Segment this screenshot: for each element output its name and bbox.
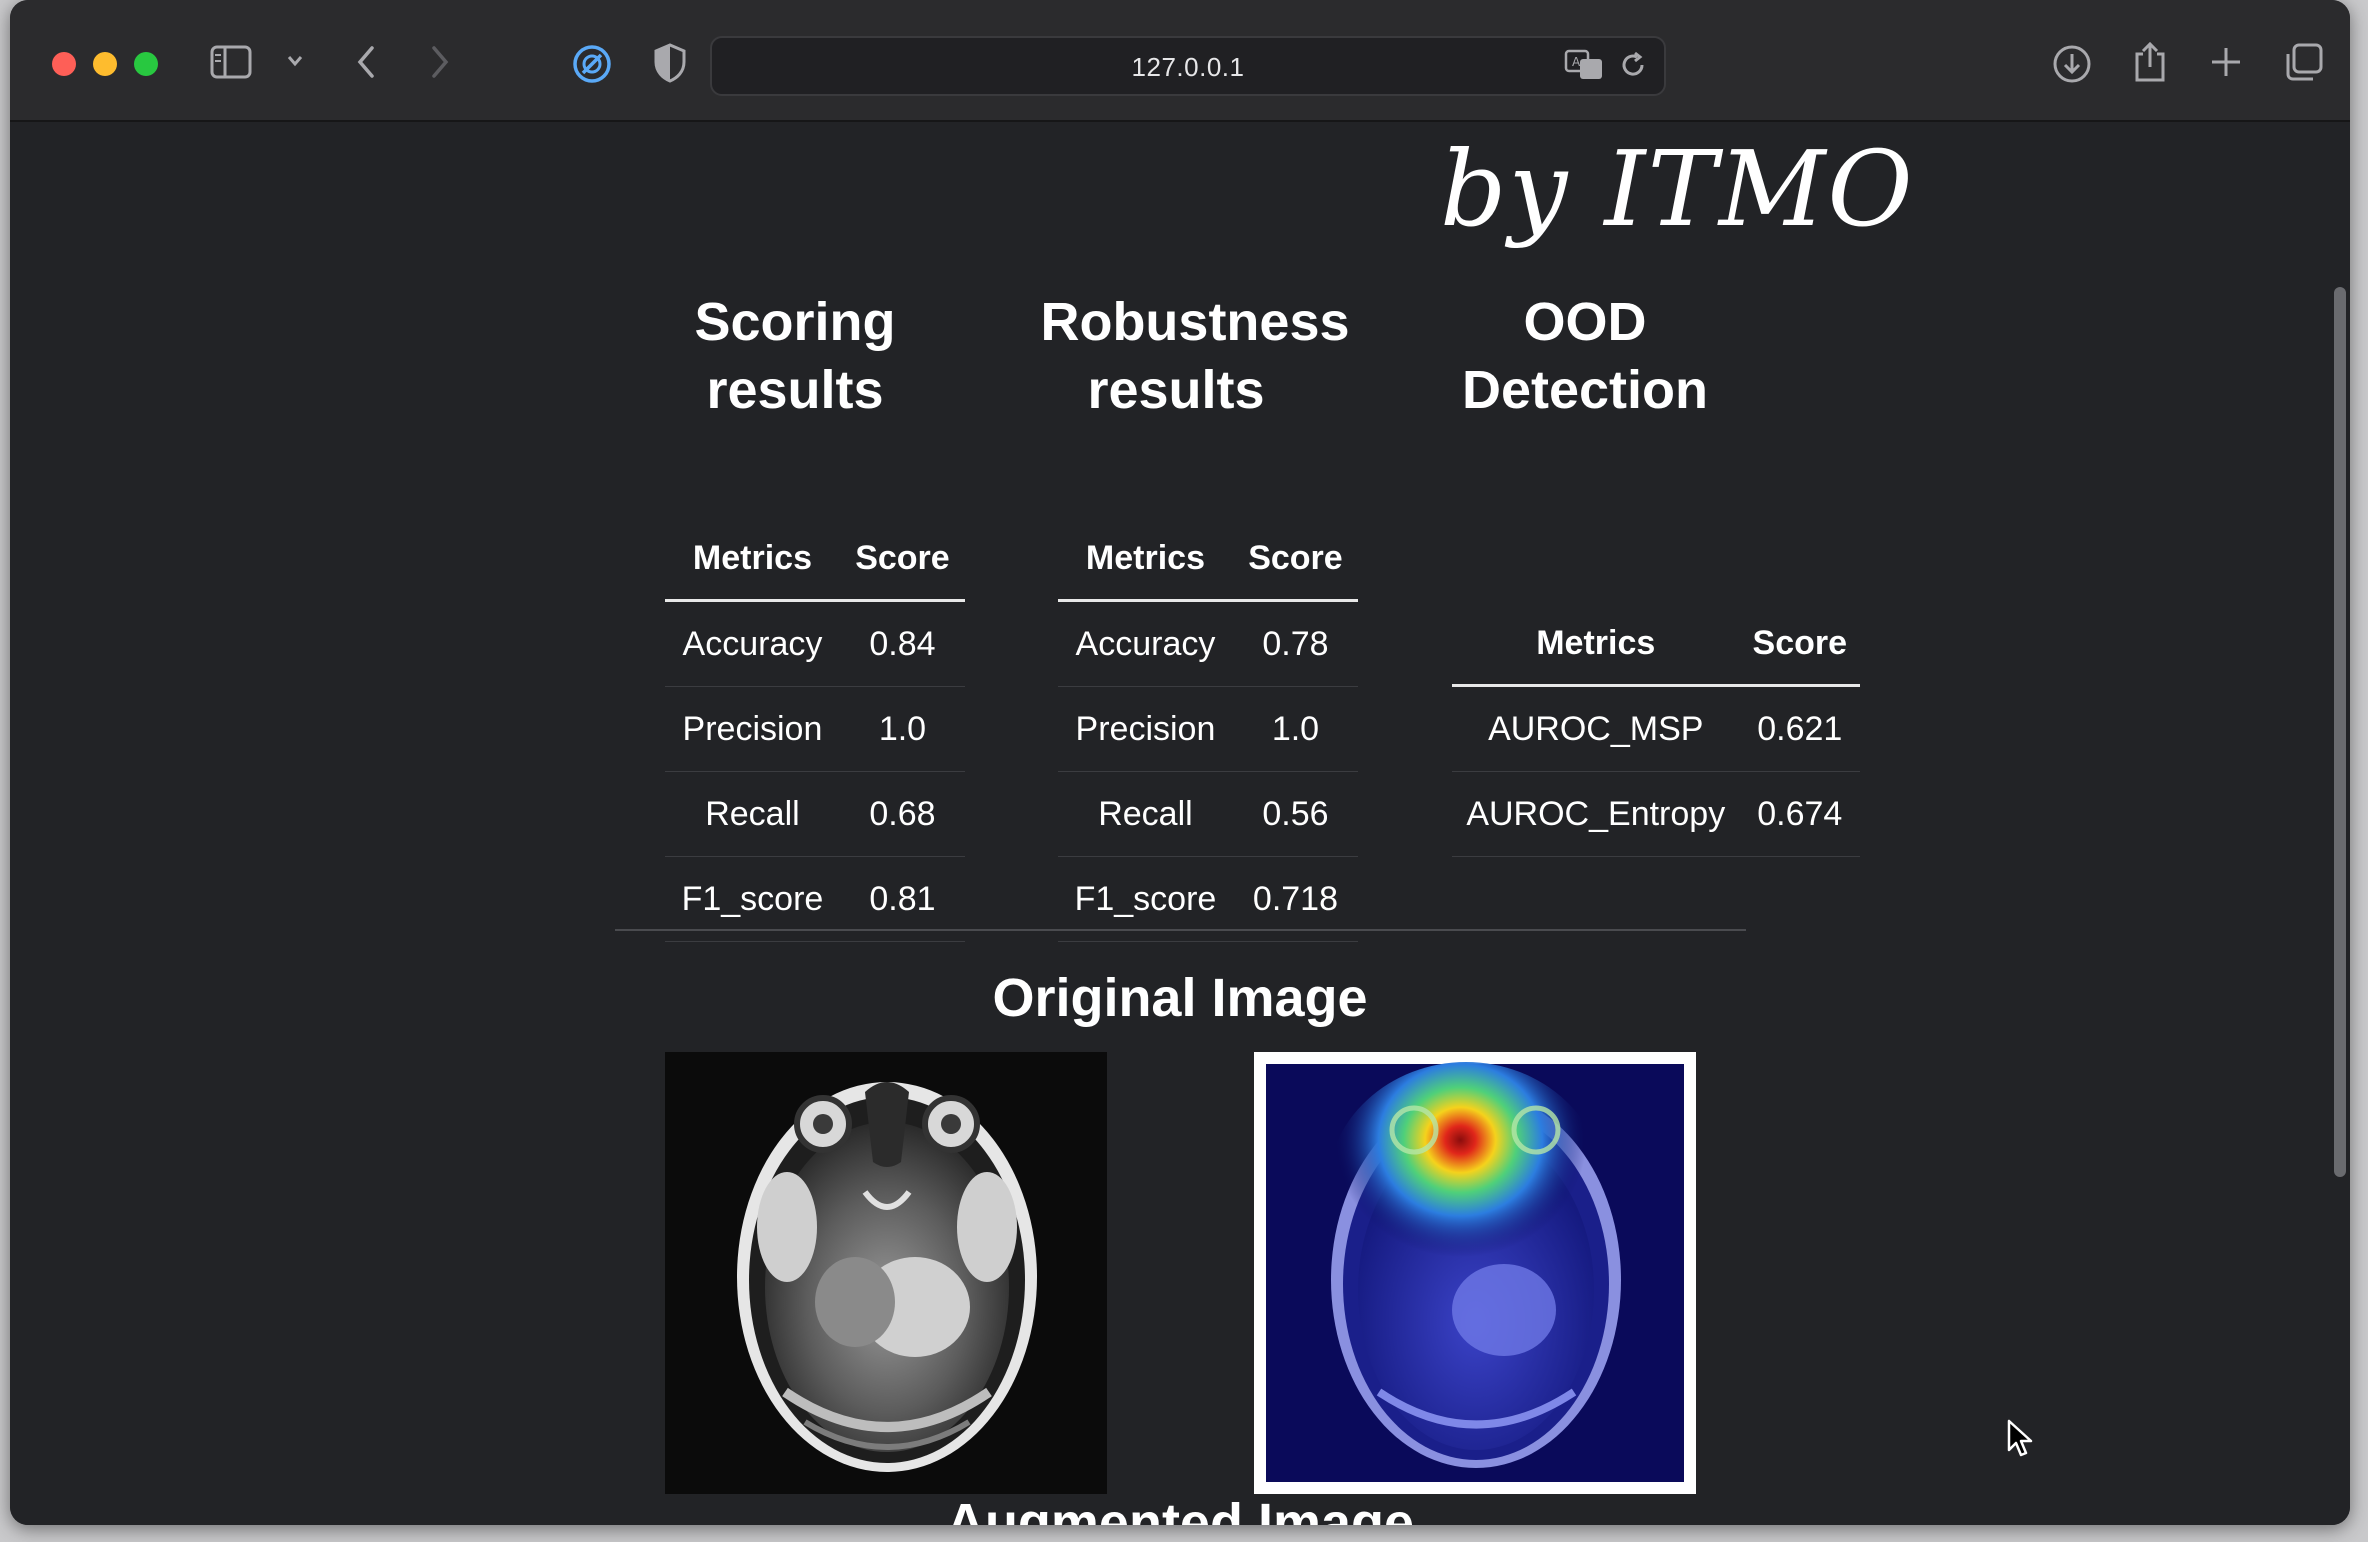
scrollbar-thumb[interactable] bbox=[2334, 287, 2346, 1177]
chevron-down-icon[interactable] bbox=[286, 54, 304, 68]
scoring-title: Scoring results bbox=[694, 292, 896, 420]
zoom-window-button[interactable] bbox=[134, 52, 158, 76]
minimize-window-button[interactable] bbox=[93, 52, 117, 76]
augmented-image-title: Augmented Image bbox=[945, 1493, 1415, 1525]
close-window-button[interactable] bbox=[52, 52, 76, 76]
original-mri-image bbox=[665, 1052, 1107, 1494]
col-score: Score bbox=[1232, 517, 1358, 602]
ood-table: Metrics Score AUROC_MSP 0.621 AUROC_Entro… bbox=[1452, 602, 1860, 857]
svg-text:A: A bbox=[1572, 55, 1581, 69]
table-row: Accuracy 0.84 bbox=[665, 600, 965, 687]
url-text: 127.0.0.1 bbox=[1131, 52, 1245, 82]
brand-logo: by ITMO bbox=[1440, 128, 1915, 250]
shield-icon[interactable] bbox=[652, 42, 688, 84]
table-row: AUROC_Entropy 0.674 bbox=[1452, 771, 1860, 857]
heatmap-image bbox=[1254, 1052, 1696, 1494]
share-icon[interactable] bbox=[2132, 40, 2168, 84]
col-score: Score bbox=[839, 517, 965, 602]
tab-overview-icon[interactable] bbox=[2284, 42, 2324, 82]
table-row: F1_score 0.718 bbox=[1058, 856, 1358, 942]
table-row: Precision 1.0 bbox=[1058, 686, 1358, 772]
col-metrics: Metrics bbox=[665, 517, 840, 602]
table-row: Precision 1.0 bbox=[665, 686, 965, 772]
mouse-cursor-icon bbox=[2006, 1418, 2036, 1463]
table-row: AUROC_MSP 0.621 bbox=[1452, 685, 1860, 772]
table-row: Recall 0.68 bbox=[665, 771, 965, 857]
table-row: Recall 0.56 bbox=[1058, 771, 1358, 857]
original-image-title: Original Image bbox=[992, 968, 1368, 1028]
section-divider bbox=[615, 929, 1746, 931]
scoring-table: Metrics Score Accuracy 0.84 Precision 1.0 … bbox=[665, 517, 965, 942]
browser-window: 127.0.0.1 A by ITMO Scoring results bbox=[10, 0, 2350, 1525]
sidebar-icon[interactable] bbox=[210, 44, 252, 80]
robustness-table: Metrics Score Accuracy 0.78 Precision 1.0 … bbox=[1058, 517, 1358, 942]
robustness-title: Robustness results bbox=[1040, 292, 1350, 420]
back-icon[interactable] bbox=[354, 44, 378, 80]
col-metrics: Metrics bbox=[1058, 517, 1233, 602]
privacy-icon[interactable] bbox=[572, 44, 612, 84]
reload-icon[interactable] bbox=[1618, 50, 1648, 80]
page-content: by ITMO Scoring results Metrics Score Ac… bbox=[10, 122, 2350, 1525]
table-row: Accuracy 0.78 bbox=[1058, 600, 1358, 687]
col-metrics: Metrics bbox=[1452, 602, 1740, 687]
new-tab-icon[interactable] bbox=[2208, 44, 2244, 80]
translate-icon[interactable]: A bbox=[1564, 48, 1606, 82]
ood-title: OOD Detection bbox=[1461, 292, 1709, 420]
forward-icon[interactable] bbox=[428, 44, 452, 80]
table-row: F1_score 0.81 bbox=[665, 856, 965, 942]
download-icon[interactable] bbox=[2052, 44, 2092, 84]
browser-toolbar: 127.0.0.1 A bbox=[10, 0, 2350, 122]
address-bar[interactable]: 127.0.0.1 A bbox=[710, 36, 1666, 96]
col-score: Score bbox=[1739, 602, 1860, 687]
